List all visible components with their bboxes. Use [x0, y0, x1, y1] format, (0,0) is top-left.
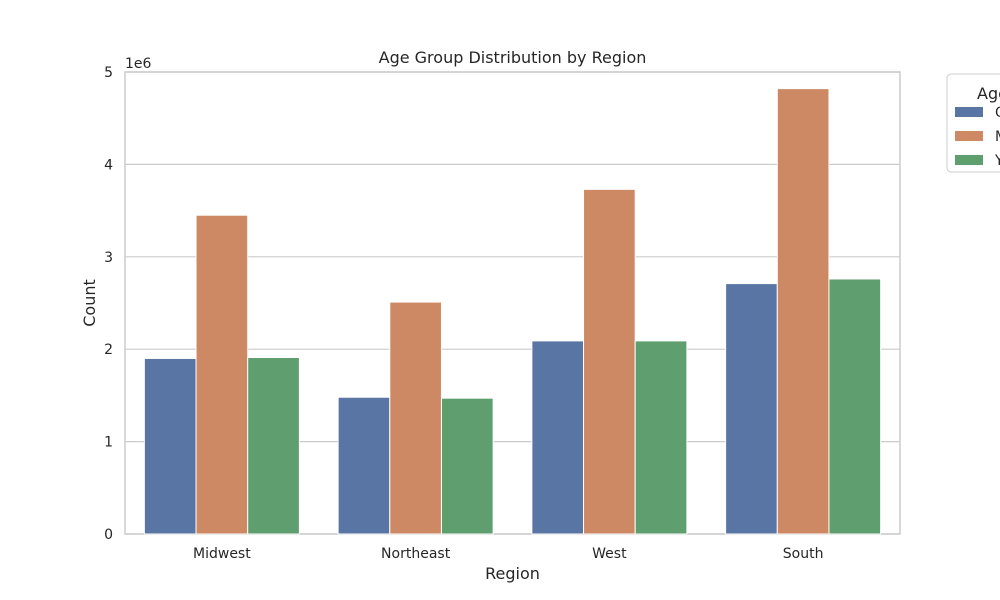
bar-M-northeast [389, 301, 442, 535]
bar-M-south [776, 88, 830, 535]
y-tick-label: 0 [104, 527, 113, 543]
legend-swatch [955, 155, 983, 165]
bar-M-west [583, 188, 636, 535]
legend-title: Age [977, 84, 1000, 103]
x-tick-label: West [592, 546, 627, 562]
legend-swatch [955, 131, 983, 141]
bar-O-northeast [337, 396, 391, 535]
legend-entry-label: Y [994, 153, 1000, 169]
bar-O-south [725, 283, 778, 535]
bars [143, 88, 882, 535]
x-tick-label: Midwest [193, 546, 251, 562]
legend-entry-label: M [995, 129, 1000, 145]
x-axis-ticks: Midwest Northeast West South [193, 546, 823, 562]
y-tick-label: 1 [104, 435, 113, 451]
x-tick-label: South [783, 546, 824, 562]
x-tick-label: Northeast [381, 546, 451, 562]
chart-title: Age Group Distribution by Region [379, 48, 647, 67]
y-tick-label: 4 [104, 157, 113, 173]
bar-Y-west [634, 340, 688, 535]
legend-entries: OMY [955, 105, 1000, 169]
bar-Y-northeast [440, 397, 494, 535]
y-tick-label: 3 [104, 250, 113, 266]
y-axis-title: Count [80, 279, 99, 327]
y-tick-label: 2 [104, 342, 113, 358]
bar-Y-midwest [247, 357, 300, 535]
legend: Age OMY [946, 73, 1000, 173]
bar-O-west [531, 340, 585, 535]
x-axis-title: Region [485, 564, 540, 583]
y-tick-label: 5 [104, 65, 113, 81]
legend-swatch [955, 107, 983, 117]
bar-M-midwest [195, 214, 249, 535]
y-axis-ticks: 0 1 2 3 4 5 [104, 65, 113, 543]
legend-entry-label: O [995, 105, 1000, 121]
bar-O-midwest [143, 357, 197, 535]
bar-Y-south [828, 278, 882, 535]
y-axis-offset-label: 1e6 [125, 56, 152, 72]
legend-frame [946, 73, 1000, 173]
